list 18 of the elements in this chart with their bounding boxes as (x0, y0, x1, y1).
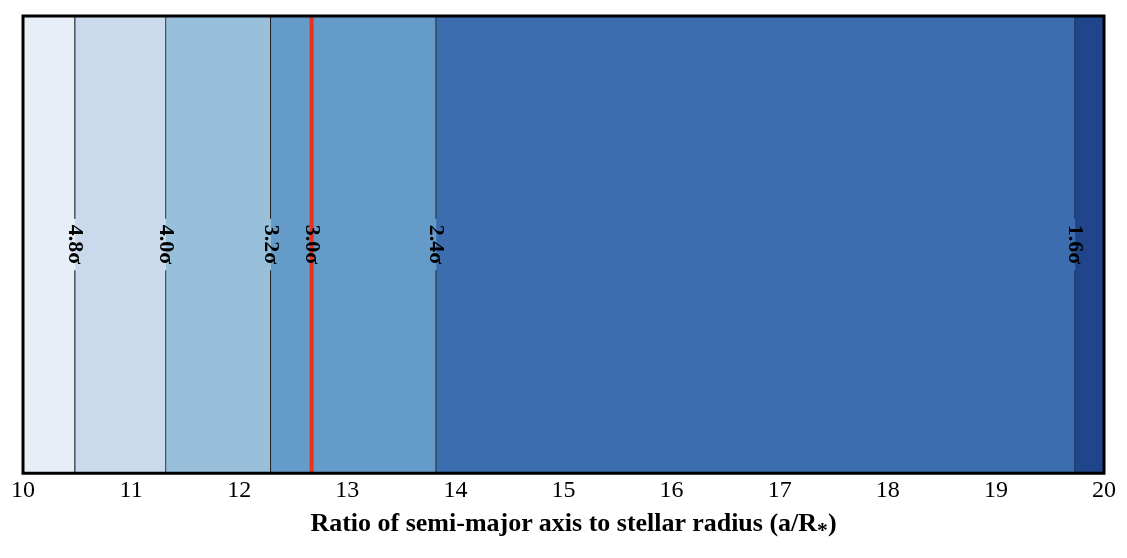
x-tick-label: 15 (551, 475, 576, 502)
x-axis-title: Ratio of semi-major axis to stellar radius (a/R$_{*}$) (309, 508, 838, 544)
ref-line-label: 1.6σ (1064, 224, 1090, 265)
x-tick-label: 16 (659, 475, 684, 502)
x-tick-label: 17 (767, 475, 792, 502)
x-tick-label: 14 (443, 475, 468, 502)
x-tick-label: 20 (1092, 475, 1116, 502)
ref-line-label: 2.4σ (425, 224, 451, 265)
ref-line-label: 4.8σ (64, 224, 90, 265)
ref-line-label: 3.2σ (259, 224, 285, 265)
x-tick-label: 19 (983, 475, 1008, 502)
ref-line-label: 3.0σ (300, 224, 326, 265)
x-tick-label: 10 (11, 475, 35, 502)
x-tick-label: 11 (119, 475, 143, 502)
x-tick-label: 12 (227, 475, 252, 502)
x-tick-label: 13 (335, 475, 360, 502)
x-tick-label: 18 (875, 475, 900, 502)
ref-line-label: 4.0σ (155, 224, 180, 265)
